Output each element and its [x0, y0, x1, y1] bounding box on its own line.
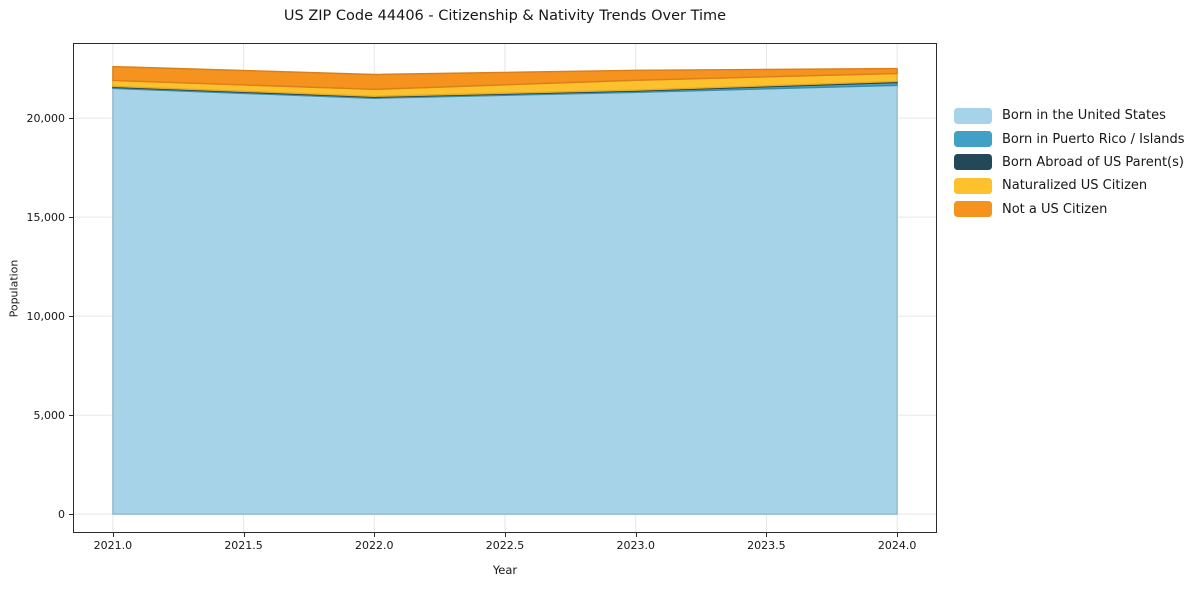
x-tick-mark [505, 533, 506, 537]
legend-swatch [954, 131, 992, 148]
y-axis-label: Population [7, 259, 21, 318]
y-tick-label: 5,000 [33, 408, 66, 422]
legend-label: Naturalized US Citizen [1002, 178, 1148, 194]
x-tick-mark [635, 533, 637, 537]
legend-swatch [954, 201, 992, 218]
x-tick-mark [112, 533, 114, 537]
y-tick-mark [69, 415, 73, 417]
x-tick-label: 2022.5 [485, 539, 525, 552]
x-tick-label: 2024.0 [877, 539, 917, 552]
y-tick-mark [69, 316, 73, 318]
area-series-0 [112, 84, 898, 515]
x-tick-label: 2022.0 [355, 539, 394, 552]
legend-label: Born Abroad of US Parent(s) [1002, 154, 1184, 170]
stacked-area-chart [73, 43, 937, 533]
y-tick-label: 10,000 [26, 309, 66, 323]
x-tick-mark [766, 533, 768, 537]
chart-title: US ZIP Code 44406 - Citizenship & Nativi… [283, 8, 727, 24]
legend-label: Not a US Citizen [1002, 201, 1108, 217]
legend-label: Born in the United States [1002, 108, 1166, 124]
legend-item: Not a US Citizen [954, 198, 1185, 221]
area-series-4 [112, 65, 898, 91]
x-axis-label: Year [492, 563, 518, 577]
legend-swatch [954, 107, 992, 124]
plot-area [73, 43, 937, 533]
legend-item: Born in the United States [954, 104, 1185, 127]
y-tick-mark [69, 118, 73, 120]
legend-swatch [954, 154, 992, 171]
plot-border [73, 43, 937, 533]
x-tick-label: 2023.0 [616, 539, 655, 552]
legend-item: Born in Puerto Rico / Islands [954, 127, 1185, 150]
legend-label: Born in Puerto Rico / Islands [1002, 131, 1185, 147]
legend-item: Naturalized US Citizen [954, 174, 1185, 197]
x-tick-label: 2023.5 [747, 539, 786, 552]
y-tick-label: 0 [58, 507, 65, 521]
x-tick-label: 2021.5 [224, 539, 263, 552]
y-tick-mark [69, 217, 73, 219]
legend: Born in the United States Born in Puerto … [954, 104, 1185, 221]
y-tick-label: 20,000 [26, 111, 66, 125]
x-tick-mark [374, 533, 376, 537]
x-tick-mark [243, 533, 245, 537]
y-tick-mark [69, 514, 73, 516]
y-tick-label: 15,000 [26, 210, 66, 224]
legend-swatch [954, 177, 992, 194]
x-tick-mark [897, 533, 899, 537]
x-tick-label: 2021.0 [93, 539, 133, 552]
legend-item: Born Abroad of US Parent(s) [954, 151, 1185, 174]
